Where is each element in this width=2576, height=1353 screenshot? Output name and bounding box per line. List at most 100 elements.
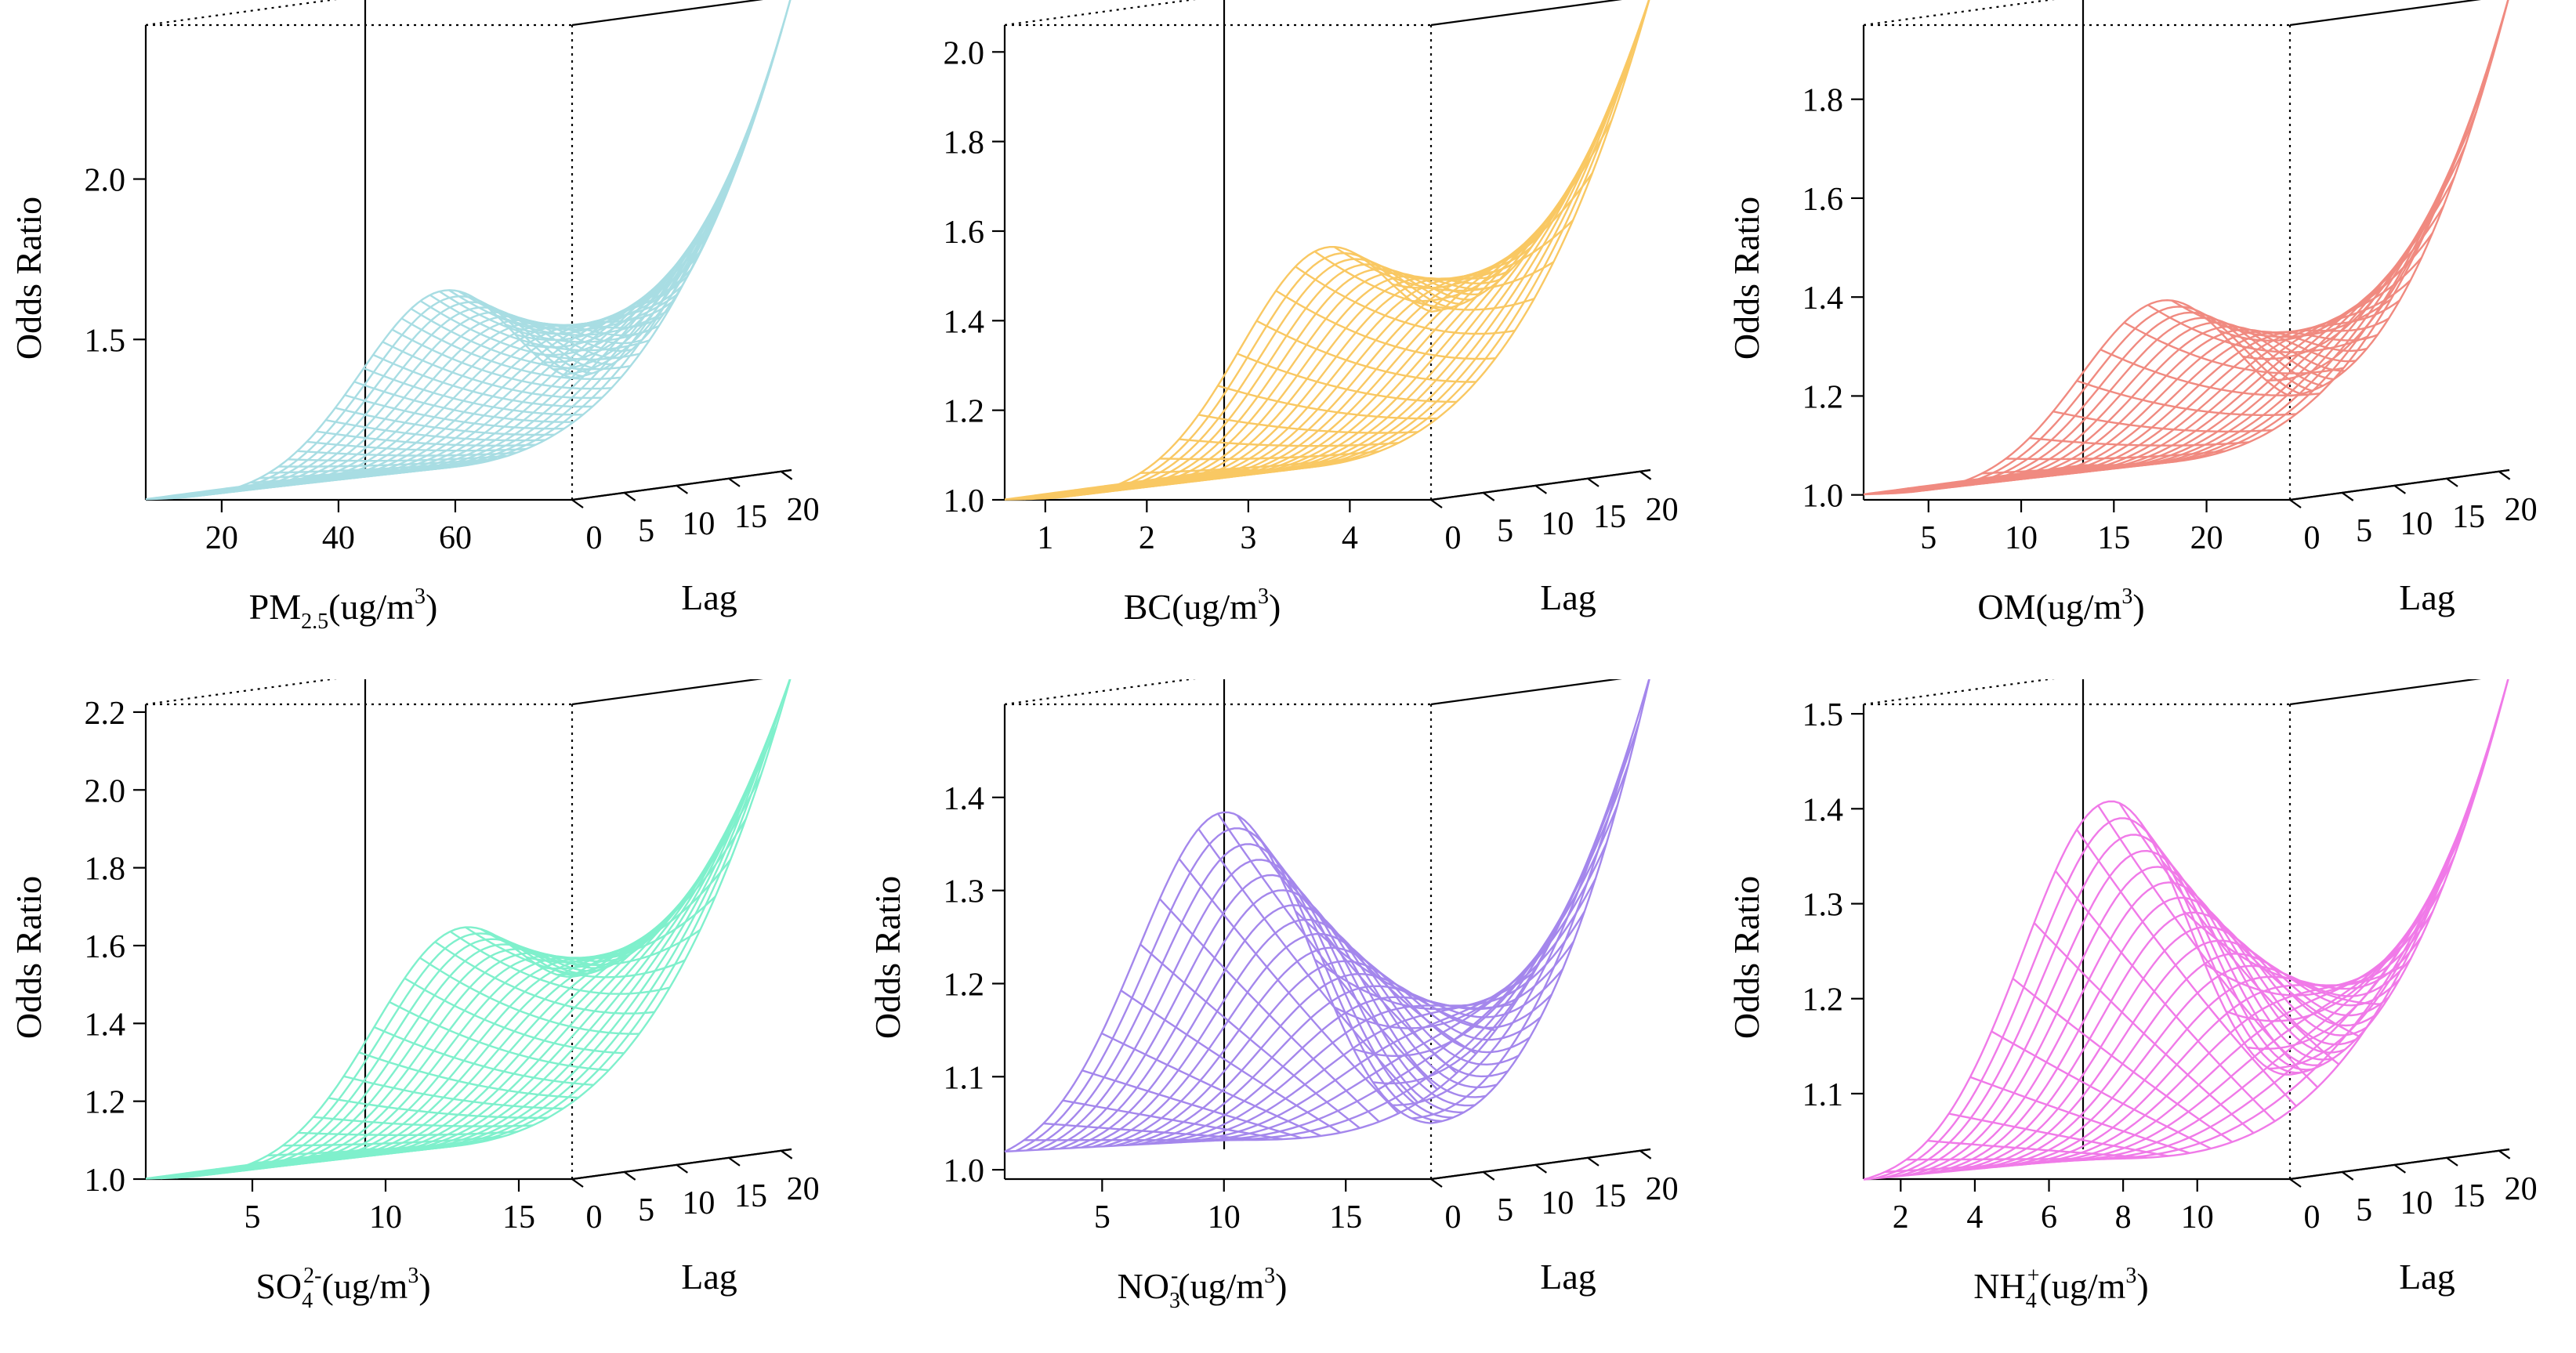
surface-mesh bbox=[1863, 0, 2509, 496]
lag-tick-label: 15 bbox=[734, 1178, 767, 1214]
mesh-line-exposure bbox=[1353, 894, 1574, 1057]
mesh-line-exposure bbox=[1121, 461, 1341, 485]
surface-mesh bbox=[145, 0, 792, 501]
mesh-line-exposure bbox=[1313, 251, 1534, 311]
or-tick-label: 1.3 bbox=[944, 874, 985, 910]
front-axes bbox=[1430, 1148, 1651, 1181]
mesh-line-exposure bbox=[2171, 298, 2392, 338]
mesh-line-exposure bbox=[526, 818, 747, 964]
or-tick-label: 2.2 bbox=[85, 696, 126, 732]
x-label-sup: 2- bbox=[303, 1264, 321, 1288]
x-tick-label: 5 bbox=[1920, 520, 1937, 556]
mesh-line-exposure bbox=[298, 1131, 518, 1137]
mesh-line-exposure bbox=[1392, 119, 1613, 289]
x-tick-label: 40 bbox=[322, 520, 355, 556]
mesh-line-exposure bbox=[2054, 870, 2276, 1122]
mesh-line-exposure bbox=[278, 458, 498, 468]
or-tick-label: 1.2 bbox=[944, 967, 985, 1003]
or-tick-label: 1.4 bbox=[1802, 280, 1844, 317]
lag-axis-line bbox=[571, 468, 792, 501]
or-tick-label: 1.5 bbox=[1802, 697, 1844, 733]
mesh-line-exposure bbox=[1101, 465, 1321, 491]
front-axes bbox=[1430, 468, 1651, 501]
lag-tick bbox=[571, 1178, 584, 1188]
mesh-line-exposure bbox=[1411, 738, 1632, 1120]
mesh-line-lag bbox=[2028, 175, 2456, 474]
lag-tick bbox=[2393, 485, 2406, 494]
mesh-line-exposure bbox=[1237, 353, 1457, 403]
lag-tick bbox=[1534, 485, 1547, 494]
x-label-unit: (ug/m bbox=[1172, 587, 1258, 627]
panel-so4: 1.0 1.2 1.4 1.6 1.8 2.0 2.2 5 10 15 0 5 10 15 20 Odds R… bbox=[0, 679, 858, 1353]
mesh-line-exposure bbox=[571, 0, 792, 379]
lag-tick-label: 10 bbox=[2400, 1185, 2433, 1221]
front-axes bbox=[571, 468, 792, 501]
axis-box bbox=[1003, 0, 1651, 501]
box-edge-top-left bbox=[145, 0, 337, 27]
x-tick-label: 20 bbox=[2190, 520, 2223, 556]
or-tick-label: 1.2 bbox=[944, 394, 985, 430]
or-tick-label: 1.2 bbox=[85, 1085, 126, 1121]
mesh-line-exposure bbox=[1275, 290, 1496, 360]
lag-tick bbox=[728, 477, 741, 487]
x-label-close: ) bbox=[1275, 1266, 1287, 1306]
x-axis-label: PM2.5(ug/m3) bbox=[249, 584, 438, 634]
y-axis-label: Odds Ratio bbox=[9, 197, 49, 360]
mesh-line-exposure bbox=[325, 419, 545, 442]
x-label-sup: - bbox=[1171, 1264, 1178, 1288]
mesh-line-exposure bbox=[1179, 438, 1399, 447]
x-tick-label: 10 bbox=[1208, 1199, 1241, 1235]
mesh-line-exposure bbox=[297, 450, 517, 457]
mesh-line-exposure bbox=[382, 341, 603, 400]
mesh-line-exposure bbox=[419, 300, 640, 360]
mesh-line-exposure bbox=[373, 1026, 594, 1086]
mesh-line-exposure bbox=[328, 1097, 549, 1119]
lag-tick bbox=[728, 1156, 741, 1167]
lag-tick-label: 15 bbox=[2452, 1178, 2485, 1214]
mesh-line-exposure bbox=[495, 895, 716, 960]
lag-tick-label: 5 bbox=[2356, 1192, 2372, 1228]
lag-tick-label: 10 bbox=[1541, 506, 1574, 542]
mesh-line-exposure bbox=[313, 1116, 533, 1127]
x-tick-label: 2 bbox=[1139, 520, 1155, 556]
lag-tick-label: 20 bbox=[2505, 492, 2538, 528]
mesh-line-lag bbox=[1214, 24, 1642, 472]
lag-tick bbox=[1483, 492, 1495, 501]
chart-svg: 1.5 2.0 20 40 60 0 5 10 15 20 Odds Ratio PM2.5(ug/m… bbox=[9, 0, 820, 634]
mesh-line-exposure bbox=[1885, 1157, 2105, 1174]
panel-bc: 1.0 1.2 1.4 1.6 1.8 2.0 1 2 3 4 0 5 10 15 20 BC(ug/m3) L… bbox=[859, 0, 1717, 674]
x-tick-label: 8 bbox=[2115, 1199, 2132, 1235]
x-label-main: NO bbox=[1118, 1266, 1169, 1306]
mesh-line-exposure bbox=[306, 440, 527, 452]
mesh-line-exposure bbox=[1101, 1032, 1322, 1137]
mesh-line-exposure bbox=[2194, 254, 2415, 334]
mesh-line-exposure bbox=[2242, 142, 2463, 360]
mesh-line-exposure bbox=[1159, 450, 1379, 461]
mesh-line-exposure bbox=[1178, 858, 1400, 1114]
x-label-unit: (ug/m bbox=[2040, 1266, 2126, 1306]
mesh-line-exposure bbox=[1982, 456, 2202, 475]
mesh-line-exposure bbox=[562, 27, 784, 376]
lag-tick-label: 5 bbox=[638, 1192, 654, 1228]
mesh-line-exposure bbox=[2005, 450, 2226, 461]
lag-axis-line bbox=[2289, 468, 2510, 501]
mesh-line-exposure bbox=[2218, 202, 2440, 342]
mesh-line-exposure bbox=[1158, 898, 1380, 1123]
mesh-line-exposure bbox=[571, 679, 792, 978]
mesh-line-exposure bbox=[1275, 866, 1496, 1032]
mesh-line-exposure bbox=[2147, 304, 2368, 353]
or-tick-label: 1.6 bbox=[1802, 182, 1844, 218]
mesh-line-lag bbox=[335, 753, 763, 1155]
mesh-line-exposure bbox=[353, 381, 574, 423]
mesh-line-exposure bbox=[1372, 848, 1593, 1085]
or-tick-label: 2.0 bbox=[85, 773, 126, 809]
lag-tick-label: 0 bbox=[2304, 520, 2321, 556]
mesh-line-exposure bbox=[1430, 679, 1650, 1124]
lag-tick bbox=[781, 1149, 793, 1159]
x-label-unit: (ug/m bbox=[321, 1266, 408, 1306]
x-label-unit-sup: 3 bbox=[2125, 1264, 2136, 1288]
mesh-line-exposure bbox=[410, 308, 631, 371]
axis-box bbox=[144, 679, 792, 1181]
